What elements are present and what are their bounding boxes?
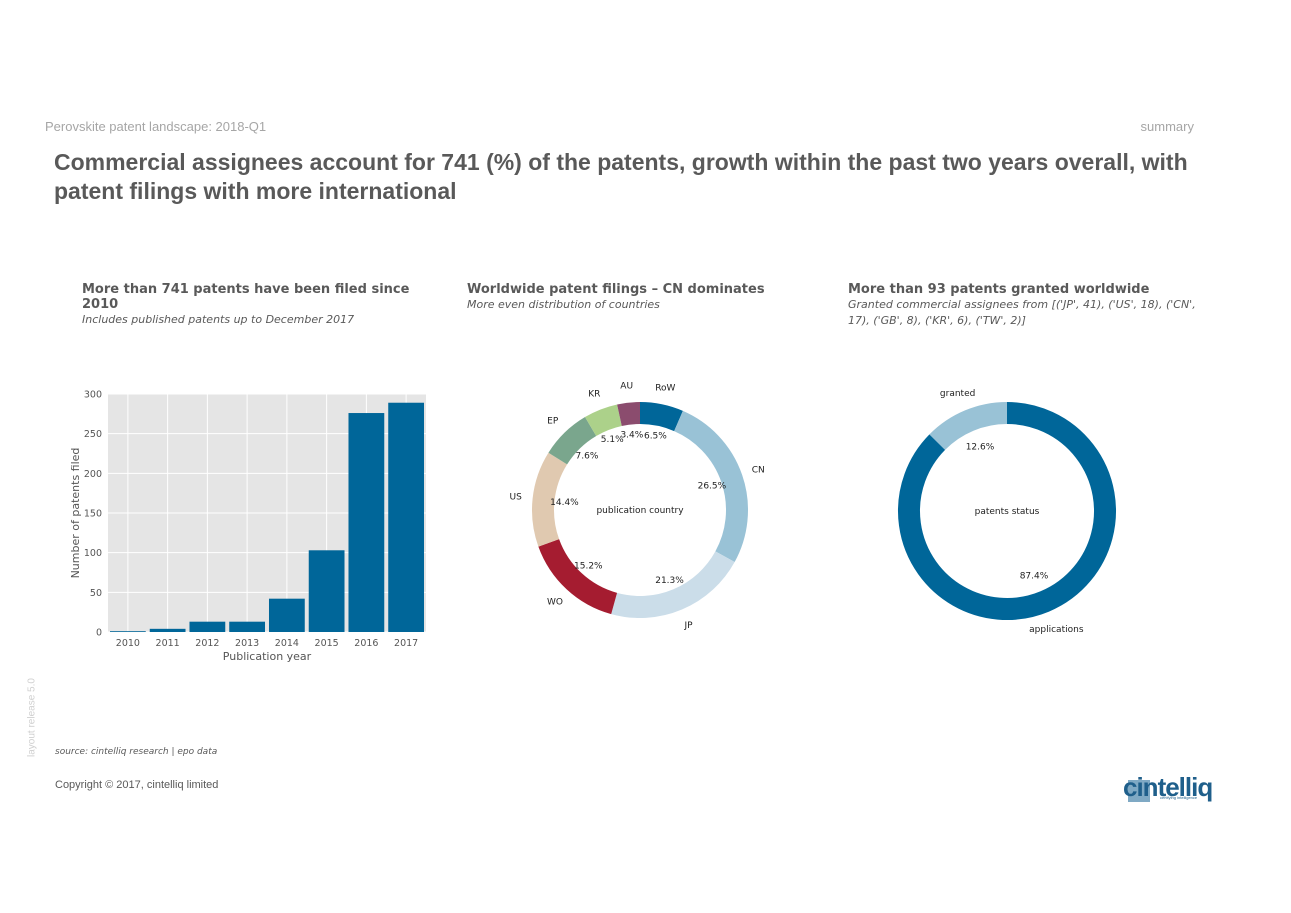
y-axis-label: Number of patents filed xyxy=(69,448,82,579)
slice-label: US xyxy=(510,493,523,503)
y-tick-label: 0 xyxy=(96,628,102,639)
section-country-donut-header: Worldwide patent filings – CN dominates … xyxy=(467,282,827,313)
bar xyxy=(308,550,345,632)
slice-label: JP xyxy=(684,621,694,631)
y-tick-label: 50 xyxy=(90,588,102,599)
section-title: Worldwide patent filings – CN dominates xyxy=(467,282,765,297)
donut-slice xyxy=(532,452,568,547)
x-tick-label: 2012 xyxy=(195,638,219,649)
section-label: summary xyxy=(1140,119,1194,134)
bar-chart: 0 50 100 150 200 250 300 2010 2011 2012 2013 2014 20… xyxy=(69,390,426,663)
y-tick-label: 100 xyxy=(84,548,102,559)
x-tick-label: 2017 xyxy=(394,638,418,649)
donut-slice xyxy=(617,402,641,427)
slice-pct-label: 15.2% xyxy=(574,562,603,572)
slice-label: RoW xyxy=(655,384,675,394)
source-note: source: cintelliq research | epo data xyxy=(55,747,218,757)
donut-slice xyxy=(673,410,748,563)
slice-label: EP xyxy=(547,417,559,427)
y-tick-label: 300 xyxy=(84,390,102,401)
section-title: More than 741 patents have been filed si… xyxy=(82,282,410,312)
slice-label: CN xyxy=(752,466,765,476)
slice-pct-label: 21.3% xyxy=(655,576,684,586)
bar xyxy=(348,413,385,632)
layout-release-label: layout release 5.0 xyxy=(26,678,38,757)
slice-label: applications xyxy=(1029,625,1084,635)
x-tick-label: 2011 xyxy=(156,638,180,649)
country-donut-chart: RoW 6.5% CN 26.5% JP 21.3% WO 15.2% US 14.4% EP 7.6… xyxy=(510,382,765,631)
section-title: More than 93 patents granted worldwide xyxy=(848,282,1150,297)
donut-slice xyxy=(538,538,618,615)
x-axis-label: Publication year xyxy=(223,650,312,663)
slice-label: KR xyxy=(588,390,600,400)
cintelliq-logo: cintelliq certifying intelligence xyxy=(1120,770,1230,806)
bar xyxy=(189,621,226,632)
x-tick-label: 2010 xyxy=(116,638,140,649)
logo-wordmark: cintelliq xyxy=(1123,772,1213,802)
donut-center-label: publication country xyxy=(596,506,684,516)
donut-center-label: patents status xyxy=(975,507,1040,517)
section-status-donut-header: More than 93 patents granted worldwide G… xyxy=(848,282,1198,329)
bar xyxy=(268,598,305,632)
donut-slice xyxy=(929,402,1008,451)
x-tick-label: 2016 xyxy=(354,638,378,649)
donut-slice xyxy=(548,417,597,465)
slice-pct-label: 5.1% xyxy=(601,435,624,445)
bar xyxy=(388,402,425,632)
slice-label: AU xyxy=(620,382,633,392)
slice-pct-label: 14.4% xyxy=(550,498,579,508)
y-tick-label: 250 xyxy=(84,429,102,440)
slice-pct-label: 12.6% xyxy=(966,442,995,452)
bar xyxy=(109,631,146,633)
y-tick-label: 150 xyxy=(84,509,102,520)
slice-pct-label: 3.4% xyxy=(620,430,643,440)
section-bar-chart-header: More than 741 patents have been filed si… xyxy=(82,282,442,328)
y-tick-label: 200 xyxy=(84,469,102,480)
copyright-note: Copyright © 2017, cintelliq limited xyxy=(55,779,219,791)
logo-square-shape xyxy=(1128,780,1150,802)
slice-pct-label: 6.5% xyxy=(644,432,667,442)
slice-label: WO xyxy=(547,598,563,608)
page-headline: Commercial assignees account for 741 (%)… xyxy=(54,149,1188,204)
bar xyxy=(229,621,266,632)
donut-slice xyxy=(611,551,735,618)
donut-slice xyxy=(585,404,623,437)
x-tick-label: 2013 xyxy=(235,638,259,649)
status-donut-chart: applications 87.4% granted 12.6% patents sta… xyxy=(898,389,1116,635)
section-subtitle: More even distribution of countries xyxy=(467,298,660,311)
logo-tagline: certifying intelligence xyxy=(1160,795,1198,800)
slice-pct-label: 26.5% xyxy=(698,481,727,491)
donut-slice xyxy=(639,402,683,432)
slice-label: granted xyxy=(940,389,975,399)
x-tick-label: 2015 xyxy=(315,638,339,649)
x-tick-label: 2014 xyxy=(275,638,299,649)
donut-slice xyxy=(898,402,1116,620)
report-title: Perovskite patent landscape: 2018-Q1 xyxy=(45,119,267,134)
slice-pct-label: 7.6% xyxy=(576,452,599,462)
section-subtitle: Includes published patents up to Decembe… xyxy=(82,313,355,326)
bar xyxy=(149,628,186,632)
section-subtitle: Granted commercial assignees from [('JP'… xyxy=(848,298,1196,327)
slice-pct-label: 87.4% xyxy=(1020,572,1049,582)
